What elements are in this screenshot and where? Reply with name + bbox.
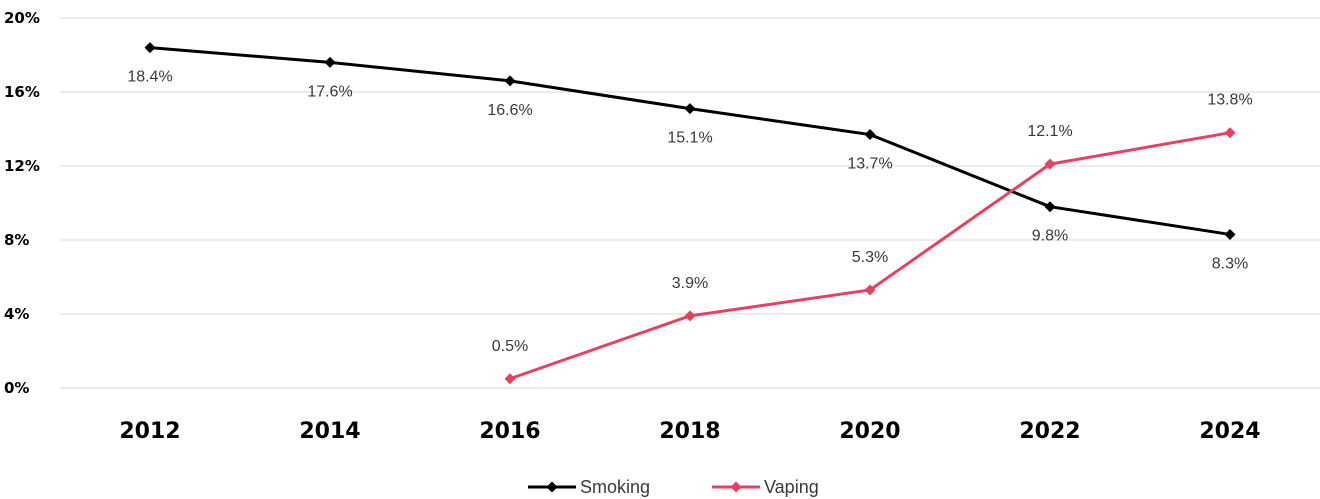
x-tick-label: 2022 bbox=[1019, 419, 1080, 444]
smoking-data-label: 15.1% bbox=[667, 130, 712, 147]
y-tick-label: 0% bbox=[4, 379, 29, 397]
vaping-data-label: 5.3% bbox=[852, 249, 888, 266]
smoking-data-label: 17.6% bbox=[307, 83, 352, 100]
legend-marker-icon bbox=[546, 481, 558, 493]
smoking-point-2016 bbox=[504, 75, 516, 87]
x-tick-label: 2020 bbox=[839, 419, 900, 444]
smoking-data-label: 18.4% bbox=[127, 69, 172, 86]
x-tick-label: 2012 bbox=[119, 419, 180, 444]
x-tick-label: 2018 bbox=[659, 419, 720, 444]
series-layer bbox=[144, 42, 1236, 385]
y-tick-label: 20% bbox=[4, 9, 40, 27]
y-tick-label: 12% bbox=[4, 157, 40, 175]
legend-item-smoking: Smoking bbox=[528, 477, 650, 497]
x-tick-label: 2016 bbox=[479, 419, 540, 444]
vaping-data-label: 0.5% bbox=[492, 338, 528, 355]
legend-marker-icon bbox=[730, 481, 742, 493]
smoking-point-2018 bbox=[684, 103, 696, 115]
smoking-data-label: 13.7% bbox=[847, 156, 892, 173]
y-tick-label: 4% bbox=[4, 305, 29, 323]
smoking-point-2022 bbox=[1044, 201, 1056, 213]
y-tick-label: 8% bbox=[4, 231, 29, 249]
vaping-data-label: 3.9% bbox=[672, 275, 708, 292]
smoking-point-2012 bbox=[144, 42, 156, 54]
y-axis-ticks: 0% 4% 8% 12% 16% 20% bbox=[4, 9, 40, 397]
vaping-point-2018 bbox=[684, 310, 696, 322]
vaping-data-label: 13.8% bbox=[1207, 92, 1252, 109]
smoking-point-2024 bbox=[1224, 228, 1236, 240]
smoking-point-2014 bbox=[324, 56, 336, 68]
smoking-data-label: 8.3% bbox=[1212, 255, 1248, 272]
vaping-point-2020 bbox=[864, 284, 876, 296]
vaping-data-label: 12.1% bbox=[1027, 123, 1072, 140]
smoking-data-label: 9.8% bbox=[1032, 228, 1068, 245]
vaping-point-2022 bbox=[1044, 158, 1056, 170]
gridlines bbox=[60, 17, 1320, 389]
smoking-point-2020 bbox=[864, 129, 876, 141]
x-tick-label: 2014 bbox=[299, 419, 360, 444]
legend-label: Smoking bbox=[580, 477, 650, 497]
y-tick-label: 16% bbox=[4, 83, 40, 101]
vaping-point-2016 bbox=[504, 373, 516, 385]
legend-label: Vaping bbox=[764, 477, 819, 497]
vaping-point-2024 bbox=[1224, 127, 1236, 139]
data-labels: 18.4% 17.6% 16.6% 15.1% 13.7% 9.8% 8.3% 0.5% 3.9… bbox=[127, 69, 1252, 355]
legend-item-vaping: Vaping bbox=[712, 477, 819, 497]
legend: Smoking Vaping bbox=[528, 477, 819, 497]
x-axis-ticks: 2012 2014 2016 2018 2020 2022 2024 bbox=[119, 419, 1260, 444]
x-tick-label: 2024 bbox=[1199, 419, 1260, 444]
smoking-data-label: 16.6% bbox=[487, 102, 532, 119]
